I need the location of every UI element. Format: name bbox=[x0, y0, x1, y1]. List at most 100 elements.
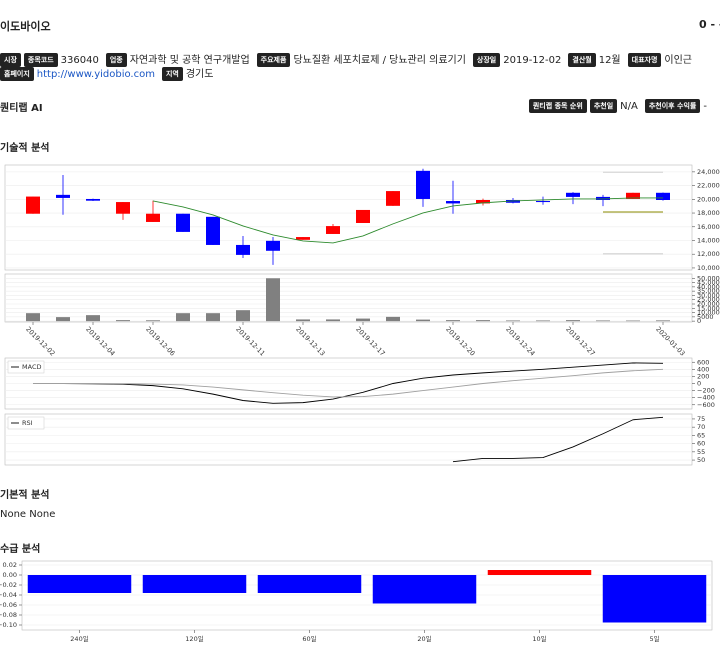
homepage-link[interactable]: http://www.yidobio.com bbox=[36, 69, 155, 80]
y-tick-label: 35,000 bbox=[697, 287, 720, 295]
volume-bar bbox=[656, 320, 670, 322]
section-title: 기본적 분석 bbox=[0, 490, 50, 501]
candle-body bbox=[26, 196, 40, 214]
y-tick-label: 45,000 bbox=[697, 279, 720, 287]
y-tick-label: 0 bbox=[697, 317, 701, 325]
plot-frame bbox=[4, 413, 693, 466]
y-tick-label: 25,000 bbox=[697, 296, 720, 304]
candle-body bbox=[446, 201, 460, 204]
volume-bar bbox=[626, 320, 640, 322]
volume-bar bbox=[86, 315, 100, 322]
y-tick-label: 24,000 bbox=[697, 168, 720, 176]
info-value: 경기도 bbox=[185, 69, 214, 80]
candle-body bbox=[356, 209, 370, 223]
y-tick-label: 55 bbox=[697, 448, 705, 456]
stock-price: 0 - - bbox=[699, 18, 720, 31]
info-value: 12월 bbox=[598, 55, 621, 66]
quant-title: 퀀티랩 AI bbox=[0, 103, 43, 114]
section-title: 수급 분석 bbox=[0, 544, 41, 555]
plot-frame bbox=[21, 560, 713, 631]
y-tick-label: −0.10 bbox=[0, 621, 17, 629]
y-tick-label: 12,000 bbox=[697, 250, 720, 258]
x-tick-label: 2019-12-20 bbox=[444, 325, 476, 357]
bar bbox=[257, 575, 362, 593]
y-tick-label: 50 bbox=[697, 456, 705, 464]
candle-body bbox=[536, 201, 550, 203]
volume-bar bbox=[116, 320, 130, 322]
y-tick-label: 400 bbox=[697, 365, 709, 373]
plot-frame bbox=[4, 164, 693, 271]
line-series bbox=[452, 416, 664, 463]
y-tick-label: 16,000 bbox=[697, 223, 720, 231]
stock-title: 이도바이오 bbox=[0, 20, 51, 33]
candle-body bbox=[386, 191, 400, 206]
info-row: 시장 종목코드 336040 업종 자연과학 및 공학 연구개발업 주요제품 당뇨질환 세포… bbox=[0, 51, 699, 67]
x-tick-label: 2019-12-11 bbox=[234, 325, 266, 357]
y-tick-label: 10,000 bbox=[697, 264, 720, 272]
candle-body bbox=[626, 192, 640, 199]
x-tick-label: 2019-12-24 bbox=[504, 325, 536, 357]
volume-bar bbox=[326, 319, 340, 322]
line-series bbox=[33, 362, 664, 404]
x-tick-label: 2019-12-02 bbox=[24, 325, 56, 357]
candle-body bbox=[56, 194, 70, 198]
candle-body bbox=[176, 213, 190, 232]
y-tick-label: 75 bbox=[697, 415, 705, 423]
volume-bar bbox=[146, 320, 160, 322]
x-tick-label: 2019-12-06 bbox=[144, 325, 176, 357]
bar bbox=[142, 575, 247, 593]
info-label: 지역 bbox=[161, 67, 183, 81]
y-tick-label: 18,000 bbox=[697, 209, 720, 217]
quant-label: 퀀티랩 종목 순위 bbox=[528, 99, 587, 113]
info-label: 시장 bbox=[0, 53, 21, 67]
volume-bar bbox=[446, 320, 460, 322]
x-tick-label: 20일 bbox=[417, 634, 431, 643]
candle-body bbox=[116, 202, 130, 214]
quant-items: 퀀티랩 종목 순위 추천일 N/A 추천이후 수익률 - bbox=[528, 99, 714, 113]
x-tick-label: 2019-12-27 bbox=[564, 325, 596, 357]
candle-body bbox=[506, 200, 520, 203]
info-value: 336040 bbox=[60, 55, 99, 66]
candle-body bbox=[416, 170, 430, 199]
x-tick-label: 2019-12-17 bbox=[354, 325, 386, 357]
volume-bar bbox=[176, 313, 190, 322]
candle-body bbox=[566, 192, 580, 197]
y-tick-label: 0 bbox=[697, 380, 701, 388]
info-label: 업종 bbox=[105, 53, 127, 67]
volume-bar bbox=[26, 313, 40, 322]
x-tick-label: 120일 bbox=[185, 634, 203, 643]
line-series bbox=[152, 197, 663, 244]
volume-bar bbox=[236, 310, 250, 322]
y-tick-label: −0.06 bbox=[0, 601, 17, 609]
candle-body bbox=[326, 226, 340, 234]
bar bbox=[487, 570, 592, 575]
quant-label: 추천일 bbox=[589, 99, 618, 113]
legend-label: MACD bbox=[22, 363, 41, 371]
candle-body bbox=[656, 192, 670, 200]
y-tick-label: −200 bbox=[697, 387, 715, 395]
y-tick-label: −600 bbox=[697, 401, 715, 409]
info-value: 당뇨질환 세포치료제 / 당뇨관리 의료기기 bbox=[293, 55, 466, 66]
quant-value: N/A bbox=[620, 101, 638, 112]
y-tick-label: 10,000 bbox=[697, 309, 720, 317]
y-tick-label: 30,000 bbox=[697, 291, 720, 299]
info-value: 자연과학 및 공학 연구개발업 bbox=[129, 55, 250, 66]
volume-bar bbox=[506, 320, 520, 322]
info-label: 대표자명 bbox=[627, 53, 662, 67]
y-tick-label: 200 bbox=[697, 372, 709, 380]
candle-body bbox=[266, 240, 280, 251]
y-tick-label: 70 bbox=[697, 423, 705, 431]
x-tick-label: 2019-12-04 bbox=[84, 325, 116, 357]
candle-body bbox=[206, 216, 220, 245]
info-label: 홈페이지 bbox=[0, 67, 34, 81]
info-row: 홈페이지 http://www.yidobio.com 지역 경기도 bbox=[0, 65, 220, 81]
y-tick-label: 40,000 bbox=[697, 283, 720, 291]
x-tick-label: 5일 bbox=[649, 634, 659, 643]
y-tick-label: 20,000 bbox=[697, 300, 720, 308]
y-tick-label: 14,000 bbox=[697, 236, 720, 244]
volume-bar bbox=[476, 320, 490, 322]
quant-value: - bbox=[703, 101, 707, 112]
line-series bbox=[33, 368, 664, 398]
section-title: 기술적 분석 bbox=[0, 143, 50, 154]
